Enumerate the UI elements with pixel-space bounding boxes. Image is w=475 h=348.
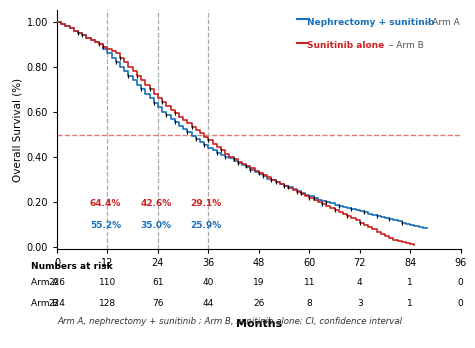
Text: 110: 110	[99, 278, 116, 287]
Text: 11: 11	[304, 278, 315, 287]
Text: 4: 4	[357, 278, 362, 287]
Text: 44: 44	[203, 299, 214, 308]
Text: 35.0%: 35.0%	[140, 221, 171, 230]
Text: – Arm B: – Arm B	[386, 41, 424, 50]
Text: 29.1%: 29.1%	[190, 199, 222, 208]
Text: Arm A: Arm A	[31, 278, 58, 287]
Text: 19: 19	[253, 278, 265, 287]
Text: – Arm A: – Arm A	[422, 18, 460, 26]
Text: 8: 8	[306, 299, 312, 308]
Text: 64.4%: 64.4%	[90, 199, 121, 208]
Text: 226: 226	[48, 278, 66, 287]
Text: 25.9%: 25.9%	[190, 221, 222, 230]
Text: 55.2%: 55.2%	[90, 221, 121, 230]
Text: Sunitinib alone: Sunitinib alone	[307, 41, 385, 50]
Text: 42.6%: 42.6%	[140, 199, 171, 208]
Text: Numbers at risk: Numbers at risk	[31, 262, 113, 271]
Text: 26: 26	[253, 299, 265, 308]
Text: 61: 61	[152, 278, 164, 287]
Text: 0: 0	[458, 278, 464, 287]
Text: 1: 1	[408, 299, 413, 308]
Text: 224: 224	[48, 299, 66, 308]
Text: Arm B: Arm B	[31, 299, 58, 308]
Text: 76: 76	[152, 299, 164, 308]
Text: 128: 128	[99, 299, 116, 308]
Text: 40: 40	[203, 278, 214, 287]
Text: Months: Months	[236, 319, 282, 329]
Text: Nephrectomy + sunitinib: Nephrectomy + sunitinib	[307, 18, 435, 26]
Text: 0: 0	[458, 299, 464, 308]
Text: 1: 1	[408, 278, 413, 287]
Text: Arm A, nephrectomy + sunitinib ; Arm B, sunitinib alone; CI, confidence interval: Arm A, nephrectomy + sunitinib ; Arm B, …	[57, 317, 402, 326]
Text: 3: 3	[357, 299, 363, 308]
Y-axis label: Overall Survival (%): Overall Survival (%)	[12, 77, 22, 182]
